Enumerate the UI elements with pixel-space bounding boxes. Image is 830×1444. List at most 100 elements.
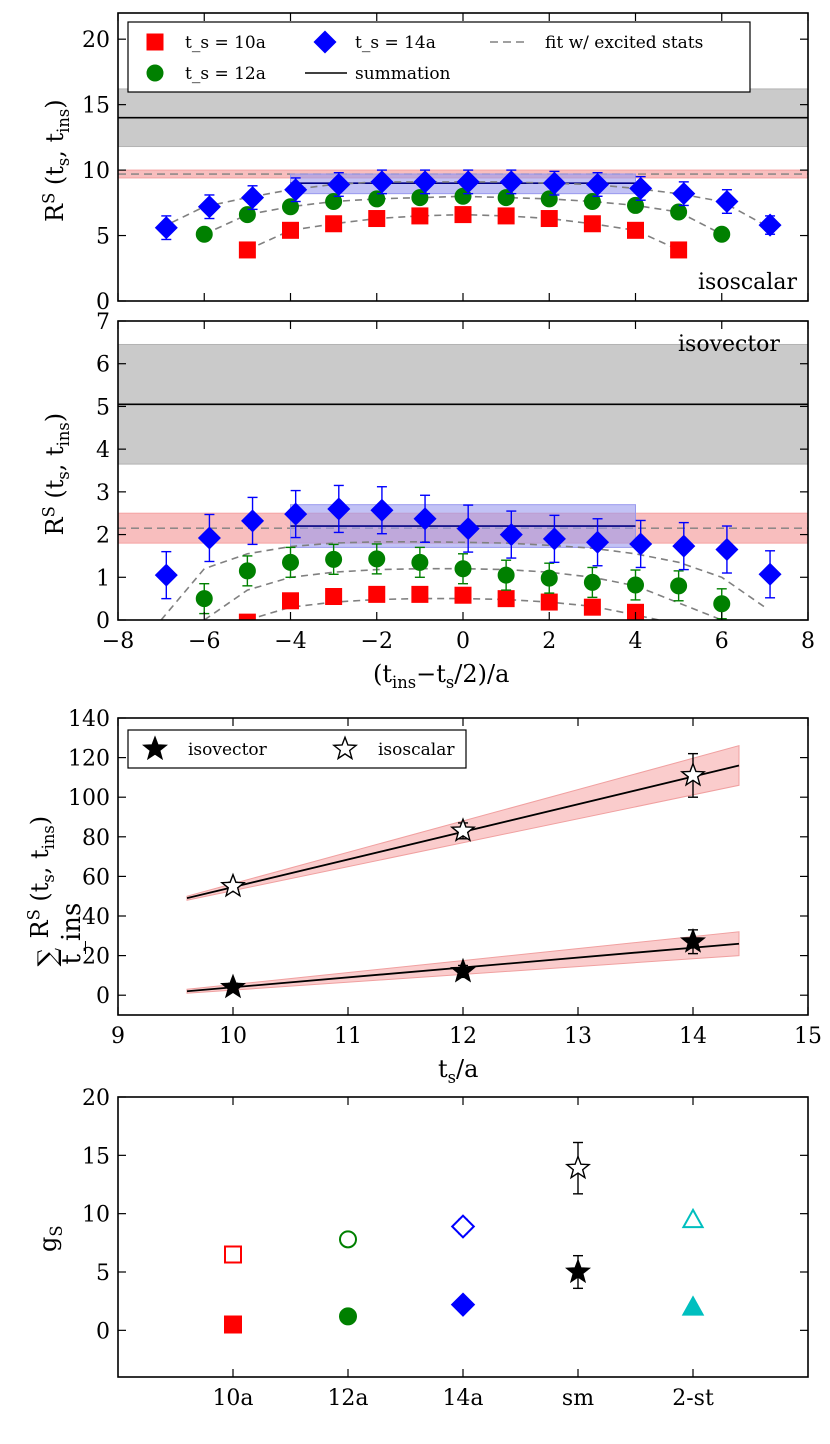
y-tick-label: 140 bbox=[68, 707, 110, 732]
y-tick-label: 0 bbox=[96, 984, 110, 1009]
data-point-star bbox=[450, 957, 476, 983]
data-point-diamond bbox=[672, 534, 696, 558]
y-tick-label: 0 bbox=[96, 609, 110, 634]
legend-label: fit w/ excited stats bbox=[545, 33, 703, 53]
x-tick-label: 14a bbox=[442, 1386, 483, 1411]
x-tick-label: 12 bbox=[449, 1024, 477, 1049]
legend-label: t_s = 10a bbox=[185, 33, 266, 53]
data-point-diamond bbox=[456, 517, 480, 541]
x-tick-label: 9 bbox=[111, 1024, 125, 1049]
data-point-circle bbox=[627, 196, 644, 214]
legend-label: t_s = 14a bbox=[355, 33, 436, 53]
legend-label: t_s = 12a bbox=[185, 64, 266, 84]
y-tick-label: 0 bbox=[96, 1319, 110, 1344]
data-point-diamond bbox=[629, 532, 653, 556]
y-tick-label: 20 bbox=[82, 1086, 110, 1111]
data-point-star bbox=[680, 761, 706, 787]
x-tick-label: 0 bbox=[456, 629, 470, 654]
chart-summation: 0 20 40 60 80 100 120 140 9 10 11 12 13 14 15 isovector… bbox=[25, 707, 822, 1087]
legend: t_s = 10a t_s = 12a t_s = 14a summation fit … bbox=[127, 21, 751, 93]
data-point-circle bbox=[325, 193, 343, 211]
y-tick-label: 80 bbox=[82, 826, 110, 851]
data-point-circle bbox=[238, 562, 256, 580]
data-point-square bbox=[627, 221, 644, 239]
legend-box bbox=[127, 21, 751, 93]
annotation: isovector bbox=[678, 332, 780, 357]
data-point-circle bbox=[540, 569, 558, 587]
data-point-diamond bbox=[542, 527, 566, 551]
y-axis-label-sub: t_ins bbox=[57, 903, 87, 965]
plot-area bbox=[118, 88, 808, 259]
data-point-diamond bbox=[154, 563, 178, 587]
data-point-circle bbox=[583, 193, 601, 211]
data-point-square bbox=[282, 221, 299, 239]
data-point-diamond bbox=[197, 526, 221, 550]
y-tick-label: 5 bbox=[96, 1261, 110, 1286]
data-point-diamond bbox=[327, 497, 351, 521]
y-tick-label: 4 bbox=[96, 438, 110, 463]
x-tick-label: 14 bbox=[679, 1024, 707, 1049]
data-point-diamond bbox=[413, 170, 437, 194]
legend-label: summation bbox=[355, 64, 451, 84]
data-point-circle bbox=[583, 573, 601, 591]
data-point-diamond bbox=[370, 498, 394, 522]
y-tick-label: 6 bbox=[96, 353, 110, 378]
legend-label: isovector bbox=[188, 740, 268, 760]
data-point-circle bbox=[670, 577, 688, 595]
data-point-circle bbox=[339, 1307, 357, 1326]
x-axis-label: (tins−ts/2)/a bbox=[373, 660, 509, 692]
y-tick-label: 3 bbox=[96, 481, 110, 506]
data-point-diamond bbox=[284, 178, 308, 202]
data-point-square bbox=[325, 215, 343, 233]
plot-area bbox=[118, 343, 808, 620]
data-point-square bbox=[454, 206, 472, 224]
data-point-circle bbox=[195, 590, 213, 608]
data-point-square bbox=[540, 593, 558, 611]
data-point-diamond bbox=[586, 530, 610, 554]
y-tick-label: 60 bbox=[82, 865, 110, 890]
data-point-square bbox=[411, 585, 429, 603]
legend-swatch bbox=[142, 735, 168, 761]
y-axis-label-sum: ∑ bbox=[33, 948, 63, 967]
data-point-diamond bbox=[413, 507, 437, 531]
data-point-square bbox=[454, 586, 472, 604]
annotation: isoscalar bbox=[698, 270, 797, 295]
data-point-circle bbox=[195, 225, 213, 243]
legend-swatch bbox=[332, 735, 358, 761]
data-point-square bbox=[368, 210, 386, 228]
y-tick-label: 120 bbox=[68, 747, 110, 772]
y-axis-label-text: RS (ts, tins) bbox=[25, 816, 58, 939]
data-point-square bbox=[670, 241, 688, 259]
data-point-star bbox=[680, 927, 706, 953]
y-tick-label: 1 bbox=[96, 566, 110, 591]
data-point-square bbox=[224, 1245, 242, 1264]
y-axis-label: gS bbox=[34, 1225, 66, 1252]
x-tick-label: 10 bbox=[219, 1024, 247, 1049]
data-point-square bbox=[540, 210, 558, 228]
data-point-diamond bbox=[154, 216, 178, 240]
data-point-diamond bbox=[197, 195, 221, 219]
x-tick-label: 10a bbox=[212, 1386, 253, 1411]
x-tick-label: 11 bbox=[334, 1024, 362, 1049]
data-point-diamond bbox=[284, 502, 308, 526]
data-point-circle bbox=[368, 190, 386, 208]
y-tick-label: 15 bbox=[82, 1144, 110, 1169]
x-tick-label: 13 bbox=[564, 1024, 592, 1049]
data-point-star bbox=[565, 1258, 591, 1284]
data-point-diamond bbox=[241, 186, 265, 210]
data-point-circle bbox=[454, 560, 472, 578]
data-point-circle bbox=[282, 553, 299, 571]
data-point-square bbox=[224, 1315, 242, 1334]
x-tick-label: −4 bbox=[274, 629, 306, 654]
y-tick-label: 20 bbox=[82, 945, 110, 970]
data-point-circle bbox=[411, 553, 429, 571]
data-point-square bbox=[583, 598, 601, 616]
data-point-diamond bbox=[456, 170, 480, 194]
y-tick-label: 20 bbox=[82, 28, 110, 53]
data-point-diamond bbox=[542, 171, 566, 195]
data-point-diamond bbox=[499, 523, 523, 547]
data-point-star bbox=[450, 817, 476, 842]
x-tick-label: −2 bbox=[361, 629, 393, 654]
